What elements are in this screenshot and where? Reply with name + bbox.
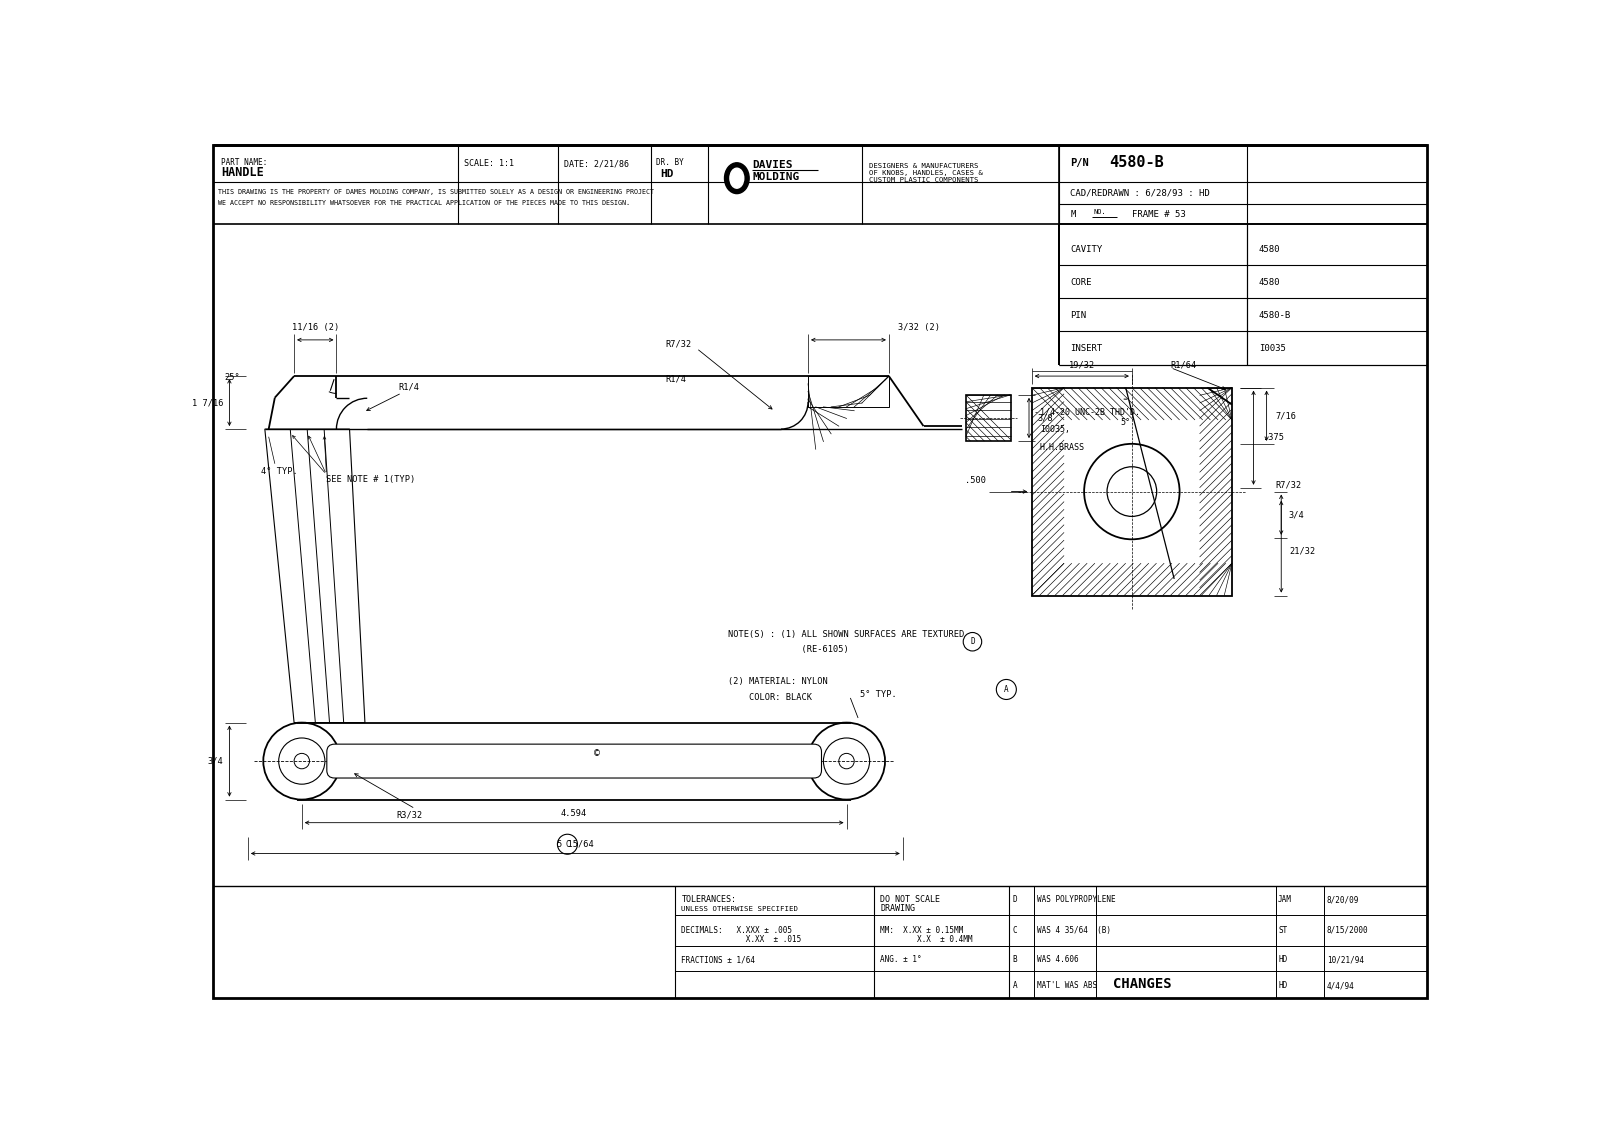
- Text: ©: ©: [594, 748, 600, 758]
- Text: HANDLE: HANDLE: [221, 166, 264, 179]
- Text: TOLERANCES:: TOLERANCES:: [682, 895, 736, 904]
- Text: DRAWING: DRAWING: [880, 904, 915, 914]
- Text: HD: HD: [1278, 955, 1288, 964]
- Text: R1/4: R1/4: [666, 375, 686, 384]
- Text: M: M: [1070, 209, 1075, 218]
- Text: SCALE: 1:1: SCALE: 1:1: [464, 160, 514, 168]
- Text: DECIMALS:   X.XXX ± .005: DECIMALS: X.XXX ± .005: [682, 926, 792, 935]
- Text: DO NOT SCALE: DO NOT SCALE: [880, 895, 941, 904]
- Text: SEE NOTE # 1(TYP): SEE NOTE # 1(TYP): [326, 474, 416, 483]
- Text: DATE: 2/21/86: DATE: 2/21/86: [563, 160, 629, 168]
- Text: 25°: 25°: [224, 374, 240, 383]
- Text: FRACTIONS ± 1/64: FRACTIONS ± 1/64: [682, 955, 755, 964]
- Text: 5 15/64: 5 15/64: [557, 840, 594, 849]
- Text: A: A: [1005, 685, 1008, 694]
- Text: HD: HD: [661, 169, 674, 179]
- Text: R3/32: R3/32: [397, 811, 422, 820]
- Text: HD: HD: [1278, 981, 1288, 990]
- Text: 4° TYP.: 4° TYP.: [261, 466, 298, 475]
- Text: COLOR: BLACK: COLOR: BLACK: [728, 693, 811, 702]
- Text: D: D: [1013, 895, 1018, 904]
- Text: ANG. ± 1°: ANG. ± 1°: [880, 955, 922, 964]
- Text: .375: .375: [1262, 434, 1283, 443]
- Text: CHANGES: CHANGES: [1112, 977, 1171, 992]
- Bar: [966, 395, 1011, 441]
- Text: (RE-6105): (RE-6105): [728, 645, 848, 654]
- Ellipse shape: [730, 169, 744, 188]
- Text: (2) MATERIAL: NYLON: (2) MATERIAL: NYLON: [728, 677, 827, 686]
- Text: NOTE(S) : (1) ALL SHOWN SURFACES ARE TEXTURED: NOTE(S) : (1) ALL SHOWN SURFACES ARE TEX…: [728, 629, 963, 638]
- Text: X.X  ± 0.4MM: X.X ± 0.4MM: [880, 935, 973, 944]
- Text: THIS DRAWING IS THE PROPERTY OF DAMES MOLDING COMPANY, IS SUBMITTED SOLELY AS A : THIS DRAWING IS THE PROPERTY OF DAMES MO…: [218, 189, 654, 195]
- Text: 4580-B: 4580-B: [1259, 311, 1291, 319]
- Text: MM:  X.XX ± 0.15MM: MM: X.XX ± 0.15MM: [880, 926, 963, 935]
- Text: 7/16: 7/16: [1275, 411, 1298, 420]
- Text: CAVITY: CAVITY: [1070, 245, 1102, 254]
- Text: DAVIES: DAVIES: [752, 160, 792, 170]
- Text: MAT'L WAS ABS: MAT'L WAS ABS: [1037, 981, 1098, 990]
- Text: R7/32: R7/32: [666, 340, 691, 349]
- Text: 5°: 5°: [1120, 418, 1130, 427]
- Text: R1/64: R1/64: [1170, 360, 1197, 369]
- Text: DESIGNERS & MANUFACTURERS
OF KNOBS, HANDLES, CASES &
CUSTOM PLASTIC COMPONENTS: DESIGNERS & MANUFACTURERS OF KNOBS, HAND…: [869, 163, 982, 182]
- Text: 1 7/16: 1 7/16: [192, 398, 224, 408]
- Text: 8/15/2000: 8/15/2000: [1326, 926, 1368, 935]
- Text: I0035: I0035: [1259, 344, 1286, 353]
- Text: WE ACCEPT NO RESPONSIBILITY WHATSOEVER FOR THE PRACTICAL APPLICATION OF THE PIEC: WE ACCEPT NO RESPONSIBILITY WHATSOEVER F…: [218, 200, 630, 206]
- Text: 11/16 (2): 11/16 (2): [291, 323, 339, 332]
- Text: 3/32 (2): 3/32 (2): [898, 323, 941, 332]
- Text: 3/4: 3/4: [1290, 511, 1304, 520]
- Text: R1/4: R1/4: [398, 383, 419, 392]
- Text: D: D: [970, 637, 974, 646]
- Text: B: B: [1013, 955, 1018, 964]
- Text: DR. BY: DR. BY: [656, 158, 683, 168]
- Text: C: C: [1013, 926, 1018, 935]
- Bar: [1032, 387, 1232, 595]
- Text: 4.594: 4.594: [562, 809, 587, 818]
- Bar: [808, 376, 890, 406]
- Text: 21/32: 21/32: [1290, 547, 1315, 556]
- Text: H.H.BRASS: H.H.BRASS: [1040, 443, 1085, 452]
- Text: P/N: P/N: [1070, 157, 1090, 168]
- Text: C: C: [565, 840, 570, 849]
- Text: NO.: NO.: [1093, 209, 1106, 215]
- Text: X.XX  ± .015: X.XX ± .015: [682, 935, 802, 944]
- Text: I0035,: I0035,: [1040, 424, 1070, 434]
- Text: CORE: CORE: [1070, 277, 1091, 286]
- Text: 3/4: 3/4: [208, 756, 224, 765]
- Text: 19/32: 19/32: [1069, 360, 1094, 369]
- Text: 4580: 4580: [1259, 277, 1280, 286]
- Ellipse shape: [725, 163, 749, 194]
- Text: WAS POLYPROPYLENE: WAS POLYPROPYLENE: [1037, 895, 1115, 904]
- Text: ST: ST: [1278, 926, 1288, 935]
- Text: FRAME # 53: FRAME # 53: [1131, 209, 1186, 218]
- Text: JAM: JAM: [1278, 895, 1293, 904]
- Text: R7/32: R7/32: [1275, 481, 1302, 490]
- Text: PART NAME:: PART NAME:: [221, 158, 267, 168]
- Text: 4/4/94: 4/4/94: [1326, 981, 1355, 990]
- Text: WAS 4.606: WAS 4.606: [1037, 955, 1078, 964]
- Text: 1/4-20 UNC-2B THD'D.: 1/4-20 UNC-2B THD'D.: [1040, 408, 1139, 417]
- Text: 4580: 4580: [1259, 245, 1280, 254]
- Text: A: A: [1013, 981, 1018, 990]
- Text: 5° TYP.: 5° TYP.: [859, 689, 896, 698]
- Text: PIN: PIN: [1070, 311, 1086, 319]
- Text: MOLDING: MOLDING: [752, 172, 800, 182]
- Text: CAD/REDRAWN : 6/28/93 : HD: CAD/REDRAWN : 6/28/93 : HD: [1070, 188, 1210, 197]
- FancyBboxPatch shape: [326, 744, 821, 778]
- Text: 4580-B: 4580-B: [1109, 155, 1163, 170]
- Text: .500: .500: [965, 477, 986, 486]
- Text: UNLESS OTHERWISE SPECIFIED: UNLESS OTHERWISE SPECIFIED: [682, 906, 798, 912]
- Text: WAS 4 35/64  (B): WAS 4 35/64 (B): [1037, 926, 1110, 935]
- Text: 10/21/94: 10/21/94: [1326, 955, 1363, 964]
- Text: 3/8: 3/8: [1037, 413, 1053, 422]
- Text: 8/20/09: 8/20/09: [1326, 895, 1358, 904]
- Text: INSERT: INSERT: [1070, 344, 1102, 353]
